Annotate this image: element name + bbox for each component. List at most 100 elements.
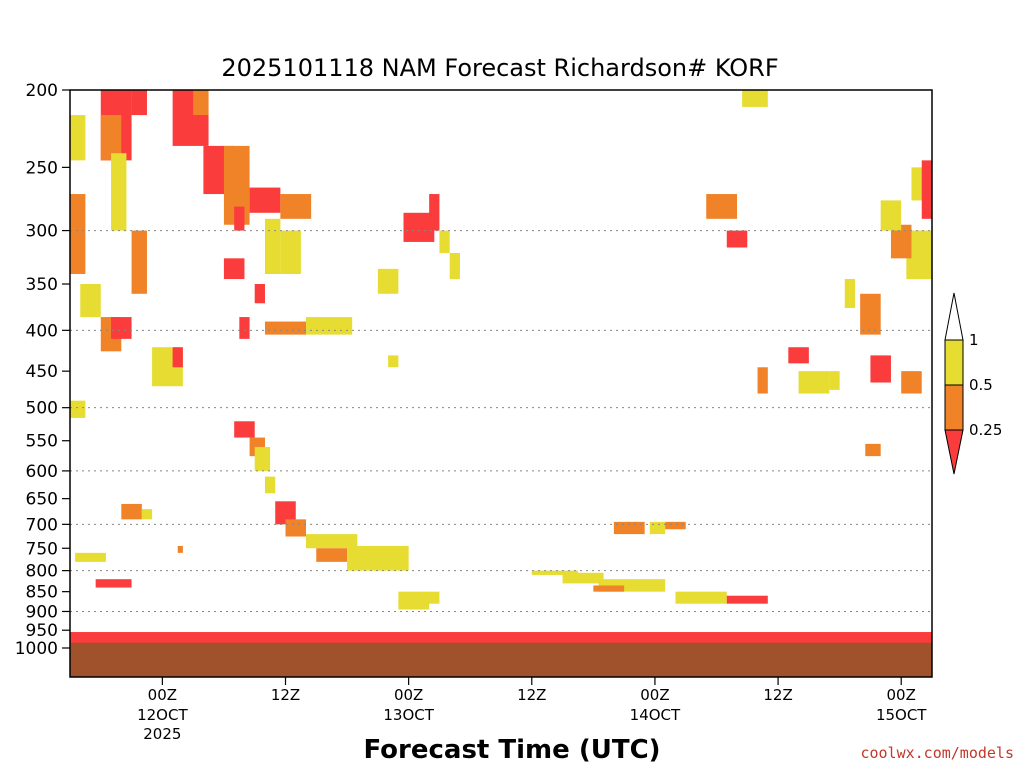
- heatmap-cell: [234, 421, 255, 438]
- y-tick-label: 700: [26, 515, 58, 535]
- heatmap-cell: [388, 355, 399, 368]
- heatmap-cell: [239, 317, 250, 339]
- y-tick-label: 600: [26, 462, 58, 482]
- x-tick-label: 12Z: [763, 686, 792, 704]
- y-tick-label: 650: [26, 490, 58, 510]
- heatmap-cell: [829, 371, 840, 390]
- heatmap-cell: [921, 160, 932, 219]
- y-tick-label: 500: [26, 399, 58, 419]
- heatmap-cell: [880, 200, 902, 231]
- legend-label: 0.25: [969, 421, 1002, 439]
- x-tick-date: 12OCT: [137, 706, 188, 724]
- y-axis: 200 250 300 350 400 450 500 550 600 650 700 750 8008…: [15, 81, 70, 659]
- legend-swatch-mid: [944, 384, 964, 431]
- color-legend: 1 0.5 0.25: [944, 292, 1002, 475]
- heatmap-cell: [306, 317, 353, 335]
- chart-title: 2025101118 NAM Forecast Richardson# KORF: [221, 54, 778, 82]
- heatmap-cell: [111, 153, 127, 231]
- heatmap-cell: [95, 579, 132, 588]
- heatmap-cell: [316, 548, 348, 562]
- heatmap-cell: [649, 521, 666, 535]
- heatmap-cell: [280, 230, 301, 274]
- y-tick-label: 450: [26, 362, 58, 382]
- y-tick-label: 250: [26, 158, 58, 178]
- heatmap-cell: [665, 521, 686, 530]
- x-tick-date: 14OCT: [630, 706, 681, 724]
- x-tick-label: 00Z: [640, 686, 669, 704]
- heatmap-cell: [193, 90, 209, 116]
- heatmap-cell: [429, 194, 440, 231]
- y-tick-label: 750: [26, 539, 58, 559]
- y-tick-label: 200: [26, 81, 58, 101]
- x-tick-label: 00Z: [394, 686, 423, 704]
- heatmap-cell: [306, 534, 358, 549]
- y-tick-label: 300: [26, 222, 58, 242]
- heatmap-cell: [111, 317, 132, 339]
- y-tick-label: 1000: [15, 639, 58, 659]
- legend-label: 0.5: [969, 376, 993, 394]
- heatmap-cell: [275, 501, 296, 525]
- heatmap-cell: [742, 90, 768, 107]
- x-tick-label: 12Z: [517, 686, 546, 704]
- y-tick-label: 900: [26, 602, 58, 622]
- heatmap-cell: [377, 268, 399, 294]
- y-tick-label: 800: [26, 562, 58, 582]
- heatmap-cell: [264, 321, 307, 335]
- x-tick-year: 2025: [143, 725, 181, 743]
- heatmap-cell: [844, 279, 856, 308]
- plot-frame: [69, 89, 933, 678]
- heatmap-cell: [788, 347, 809, 364]
- heatmap-cell: [593, 585, 625, 592]
- legend-label: 1: [969, 331, 979, 349]
- plot-area: [70, 90, 932, 677]
- heatmap-cell: [234, 206, 245, 231]
- heatmap-cell: [531, 570, 578, 575]
- heatmap-cell: [254, 446, 271, 471]
- heatmap-cell: [177, 545, 183, 553]
- heatmap-cell: [80, 284, 101, 318]
- heatmap-cell: [131, 230, 147, 294]
- heatmap-cell: [131, 90, 147, 116]
- heatmap-cell: [347, 545, 409, 571]
- heatmap-cell: [249, 187, 281, 213]
- credit-text[interactable]: coolwx.com/models: [860, 744, 1014, 762]
- ground-layer: [70, 642, 932, 677]
- y-tick-label: 950: [26, 621, 58, 641]
- heatmap-cell: [675, 591, 727, 604]
- heatmap-cell: [439, 230, 450, 253]
- heatmap-cell: [70, 194, 86, 274]
- heatmap-cell: [254, 284, 265, 304]
- heatmap-cell: [860, 293, 881, 335]
- heatmap-cell: [398, 599, 430, 610]
- legend-bottom-arrow: [944, 429, 964, 475]
- x-tick-date: 15OCT: [876, 706, 927, 724]
- heatmap-cell: [798, 371, 830, 394]
- legend-swatch-high: [944, 339, 964, 386]
- heatmap-cell: [726, 595, 768, 604]
- x-tick-label: 00Z: [887, 686, 916, 704]
- heatmap-cell: [121, 503, 142, 520]
- heatmap-cell: [706, 194, 738, 219]
- heatmap-cell: [264, 218, 281, 274]
- x-tick-label: 00Z: [148, 686, 177, 704]
- heatmap-cell: [141, 509, 153, 520]
- heatmap-cell: [280, 194, 312, 219]
- heatmap-cell: [172, 347, 183, 368]
- heatmap-cell: [285, 519, 307, 537]
- heatmap-cell: [757, 367, 768, 394]
- y-tick-label: 350: [26, 275, 58, 295]
- y-tick-label: 550: [26, 432, 58, 452]
- heatmap-cell: [901, 371, 922, 394]
- y-tick-label: 850: [26, 583, 58, 603]
- heatmap-cell: [100, 115, 122, 161]
- heatmap-cell: [562, 572, 604, 584]
- x-tick-label: 12Z: [271, 686, 300, 704]
- heatmap-cell: [264, 476, 276, 494]
- x-axis-label: Forecast Time (UTC): [363, 735, 660, 765]
- heatmap-cell: [223, 258, 245, 280]
- heatmap-cell: [865, 443, 881, 457]
- grid-lines: [70, 230, 932, 612]
- heatmap-cell: [70, 115, 86, 161]
- heatmap-cell: [613, 521, 645, 535]
